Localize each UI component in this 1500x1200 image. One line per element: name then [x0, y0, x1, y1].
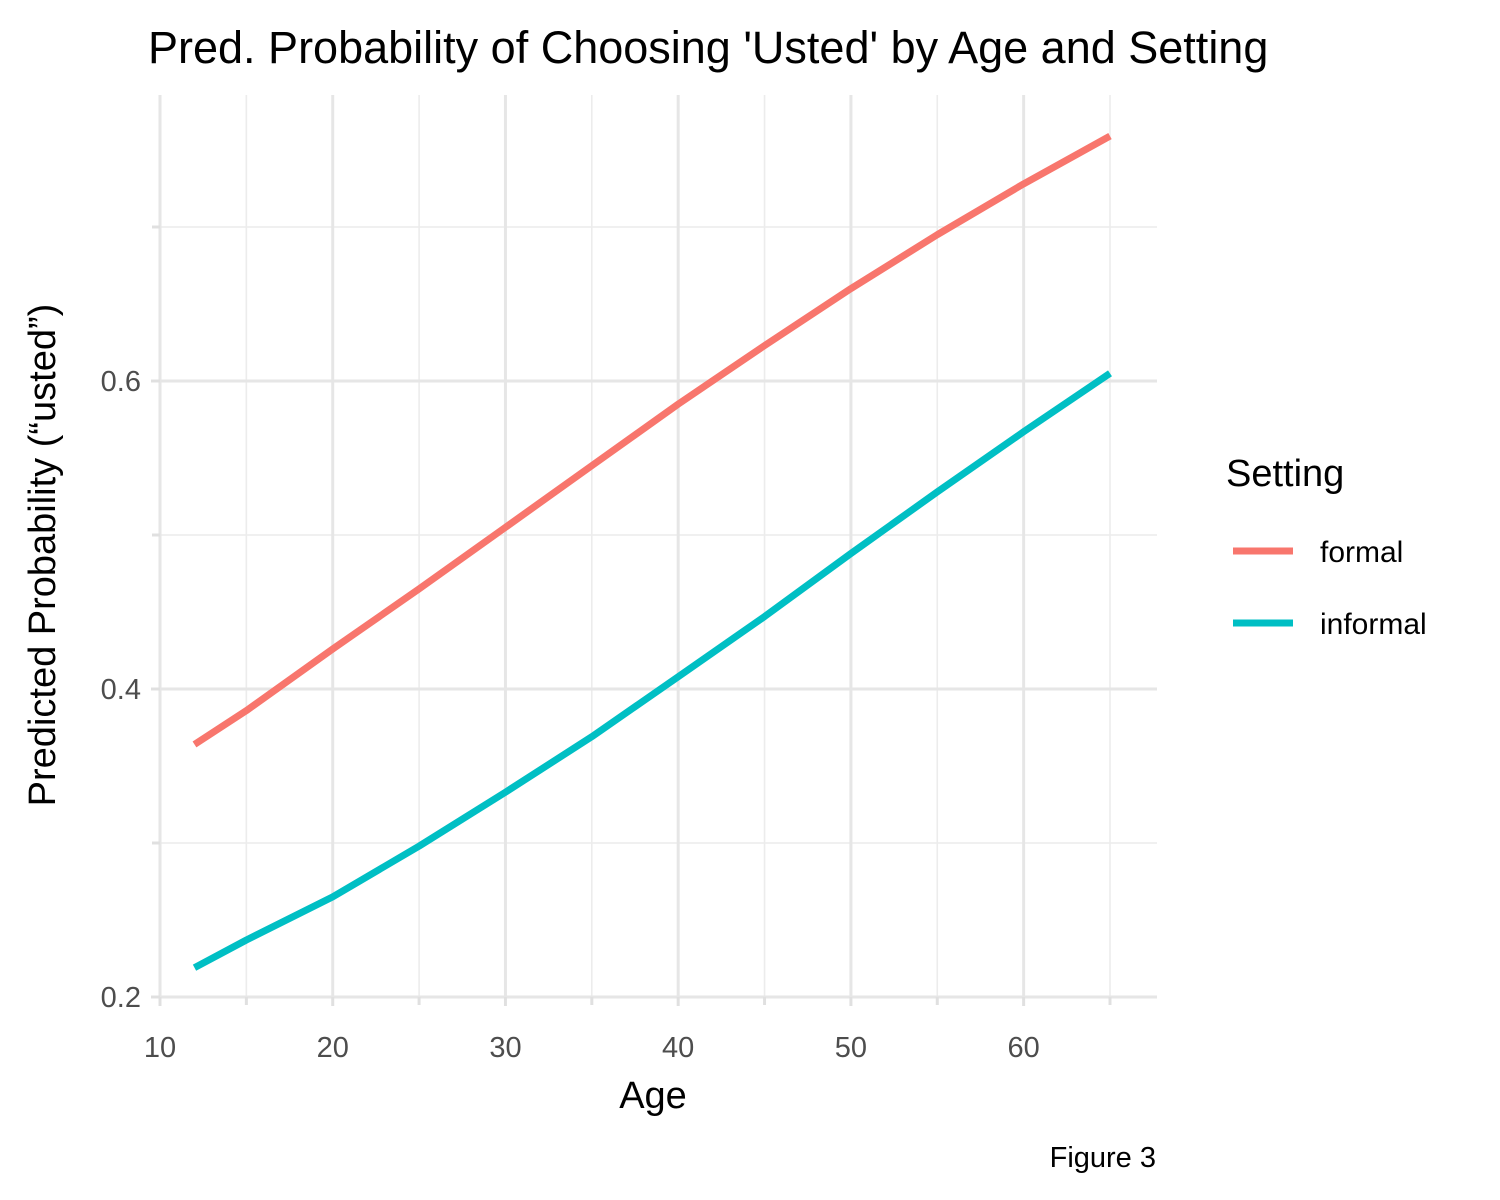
x-tick-label: 60: [1008, 1032, 1040, 1064]
axis-ticks: [151, 225, 1112, 1006]
figure-caption: Figure 3: [1050, 1142, 1156, 1174]
x-tick-label: 30: [489, 1032, 521, 1064]
x-tick-label: 20: [317, 1032, 349, 1064]
tick-labels: 10 20 30 40 50 60 0.2 0.4 0.6: [101, 366, 1040, 1064]
grid: [158, 95, 1157, 999]
x-tick-label: 10: [144, 1032, 176, 1064]
legend-title: Setting: [1226, 453, 1344, 495]
series-line-informal: [192, 370, 1112, 971]
series-layer: [192, 133, 1112, 971]
y-tick-label: 0.4: [101, 674, 141, 706]
series-line-formal: [192, 133, 1112, 748]
legend: Setting formal informal: [1226, 453, 1427, 641]
x-tick-label: 50: [835, 1032, 867, 1064]
legend-label-informal: informal: [1320, 608, 1427, 641]
legend-label-formal: formal: [1320, 536, 1403, 569]
y-axis-title: Predicted Probability (“usted”): [22, 304, 64, 807]
y-tick-label: 0.2: [101, 982, 141, 1014]
x-axis-title: Age: [619, 1075, 687, 1117]
x-tick-label: 40: [662, 1032, 694, 1064]
chart-title: Pred. Probability of Choosing 'Usted' by…: [148, 22, 1268, 73]
y-tick-label: 0.6: [101, 366, 141, 398]
